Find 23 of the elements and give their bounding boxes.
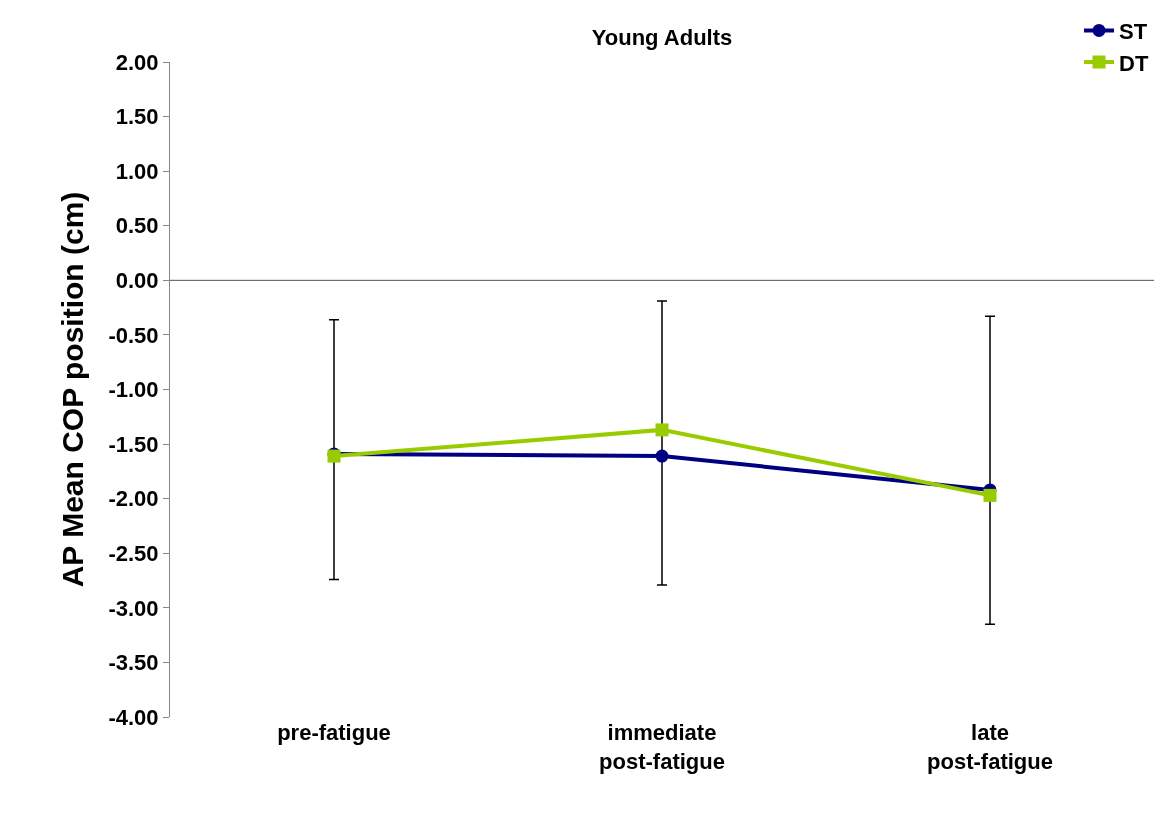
x-tick-label: late post-fatigue [927, 720, 1053, 774]
chart-title: Young Adults [591, 24, 733, 50]
y-tick-label: -1.50 [108, 431, 159, 457]
x-tick-label: immediate post-fatigue [599, 720, 725, 774]
y-tick-label: -1.00 [108, 377, 159, 403]
y-axis-title: AP Mean COP position (cm) [56, 191, 90, 588]
y-tick-label: 0.50 [115, 213, 159, 239]
y-tick-label: -3.50 [108, 650, 159, 676]
y-tick-label: 0.00 [115, 268, 159, 294]
y-tick-label: 1.50 [115, 104, 159, 130]
y-tick-label: 1.00 [115, 158, 159, 184]
point [655, 449, 669, 463]
y-tick-label: -4.00 [108, 704, 159, 730]
legend-label: ST [1119, 18, 1148, 44]
y-tick-label: 2.00 [115, 49, 159, 75]
point [655, 423, 669, 437]
y-tick-label: -3.00 [108, 595, 159, 621]
y-tick-label: -2.50 [108, 540, 159, 566]
point [983, 488, 997, 502]
y-tick-label: -0.50 [108, 322, 159, 348]
legend-label: DT [1119, 50, 1149, 76]
x-tick-label: pre-fatigue [277, 720, 391, 745]
y-tick-label: -2.00 [108, 486, 159, 512]
